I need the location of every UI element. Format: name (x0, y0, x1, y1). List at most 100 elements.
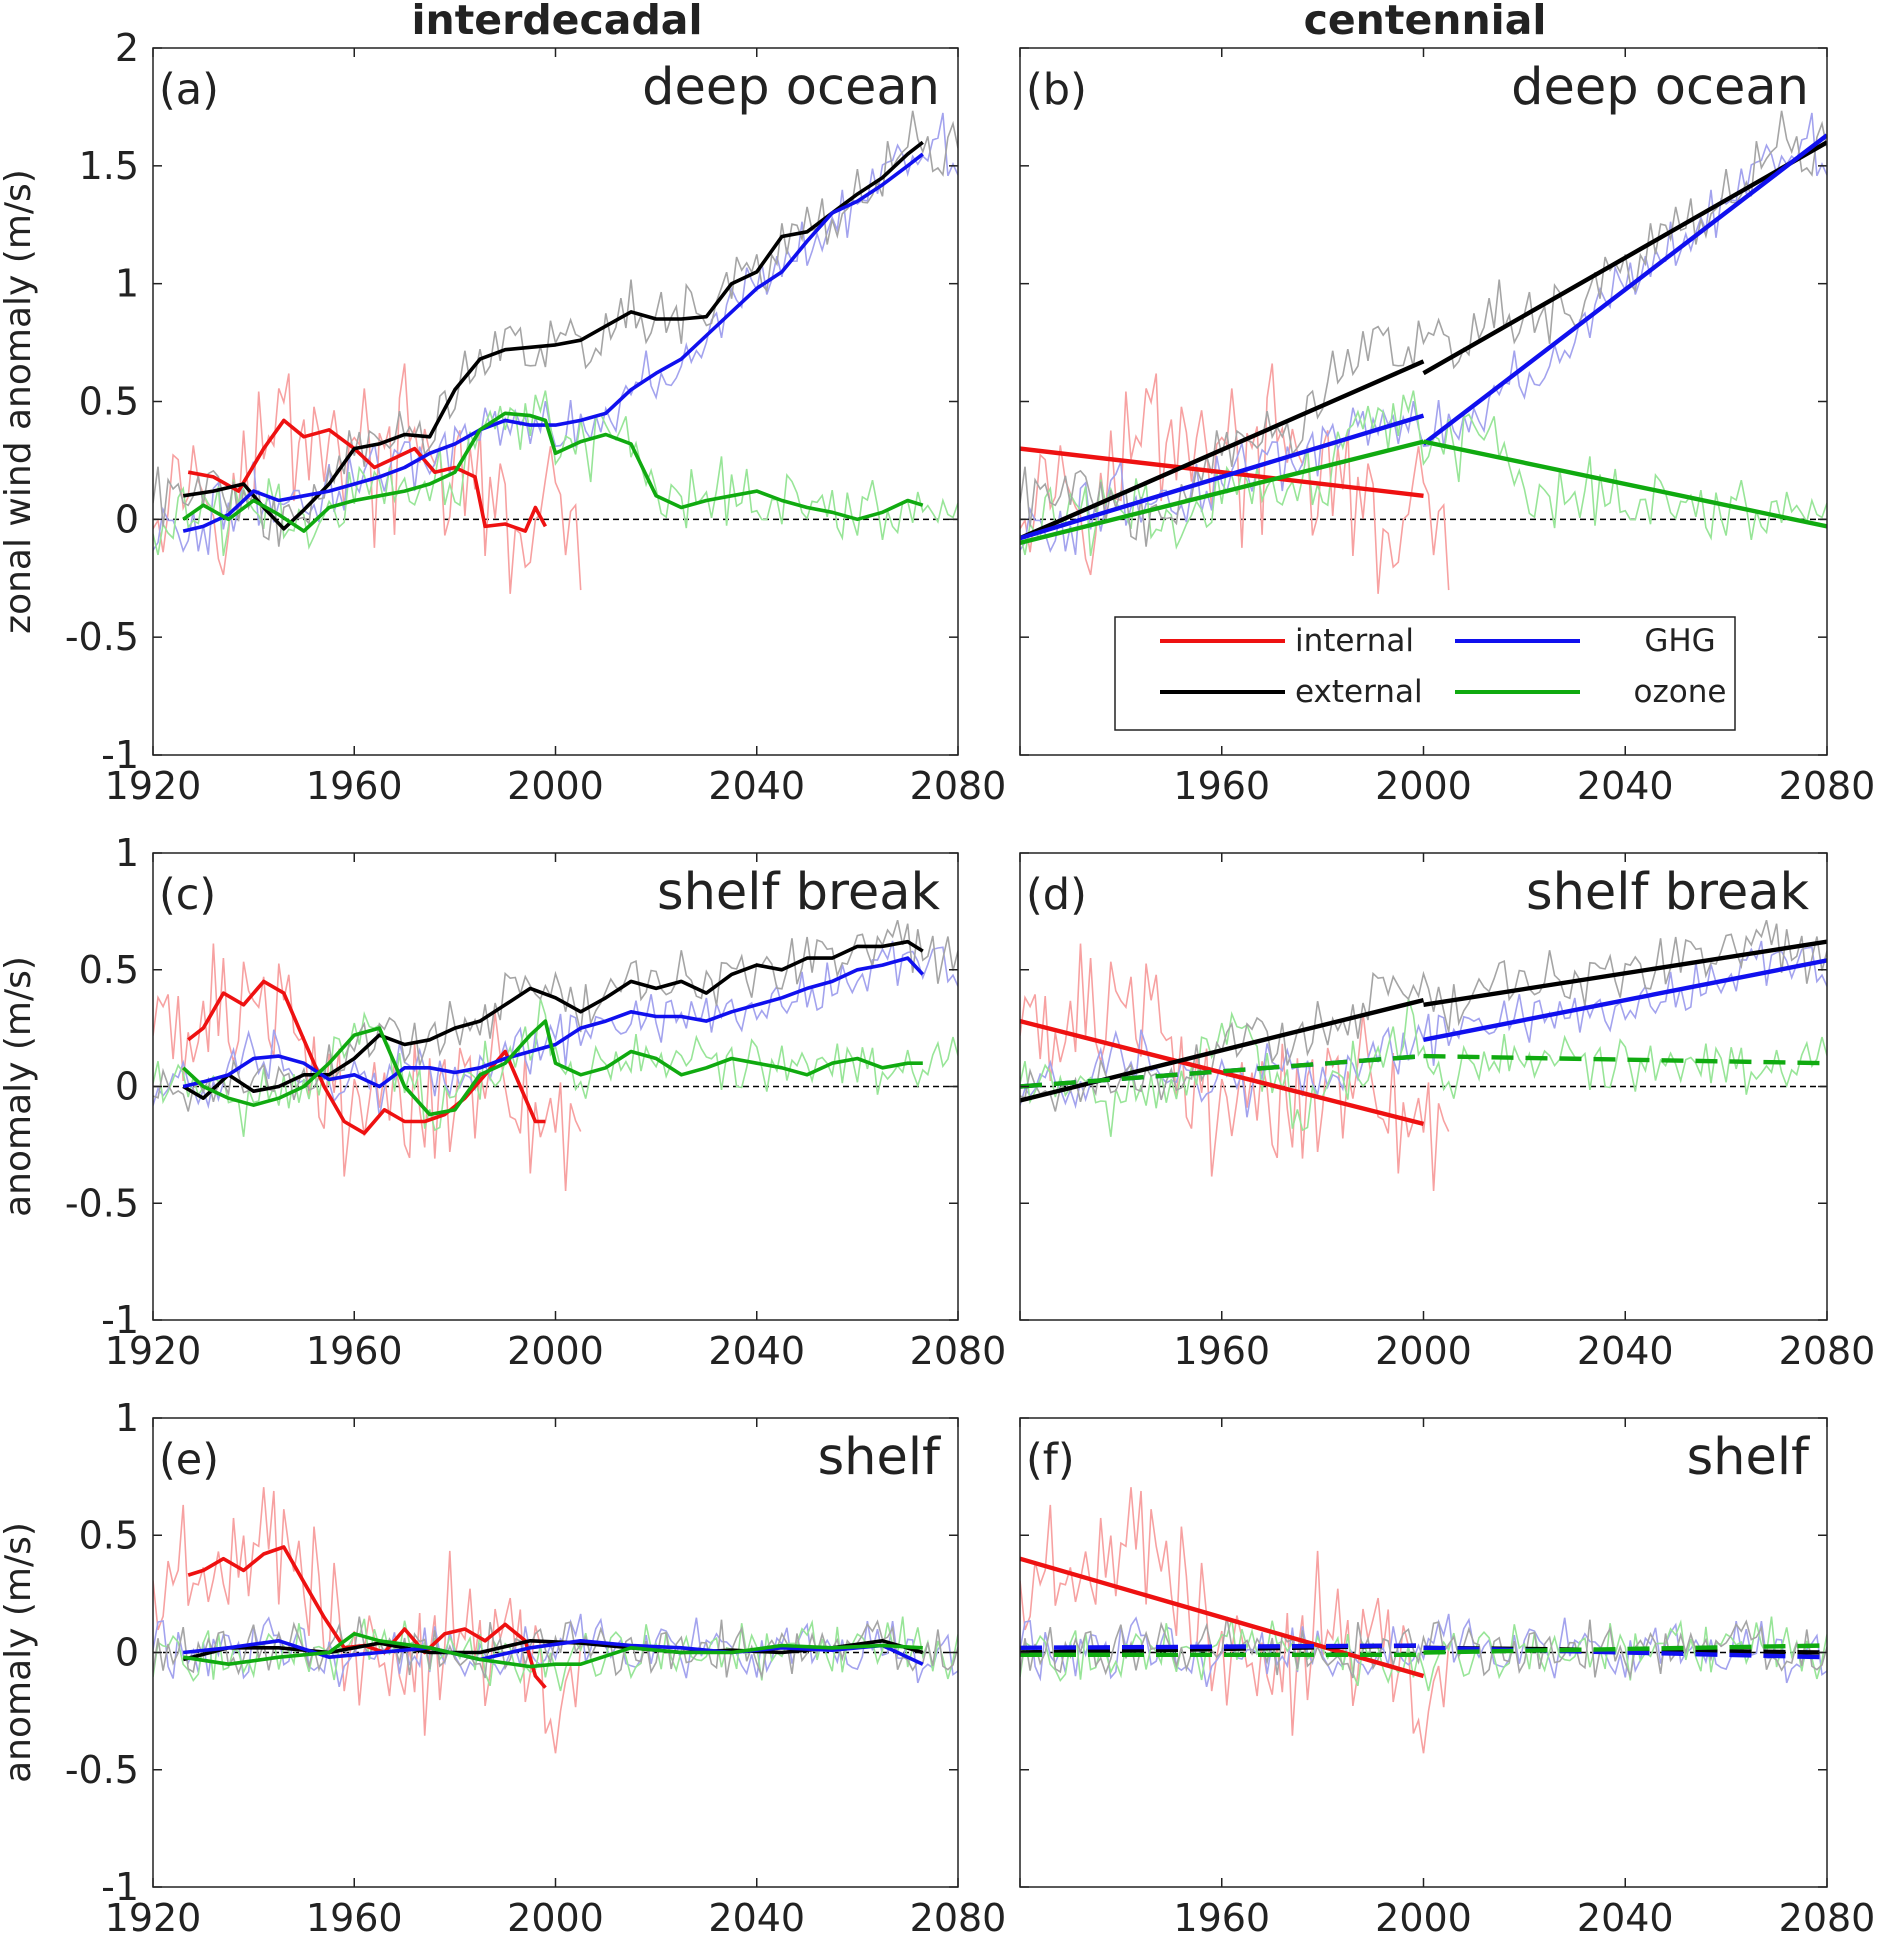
panel-letter: (f) (1026, 1435, 1075, 1485)
series-ozone-smoothed (182, 411, 924, 533)
annual-line-ozone (153, 390, 958, 557)
x-tick-label: 2040 (708, 764, 805, 808)
x-tick-label: 1960 (1173, 764, 1270, 808)
column-title-interdecadal: interdecadal (411, 0, 702, 44)
y-tick-label: 1 (115, 1396, 139, 1440)
x-tick-label: 2000 (1375, 1329, 1472, 1373)
y-tick-label: 0 (115, 497, 139, 541)
y-tick-label: 1.5 (79, 144, 139, 188)
series-internal-smoothed (187, 418, 547, 533)
x-tick-label: 2040 (1577, 1896, 1674, 1940)
panel-a: 1920 1960 2000 2040 2080 -1 -0.5 0 0.5 1 1.5 2 zonal… (0, 26, 1006, 808)
x-tick-label: 1960 (306, 1896, 403, 1940)
region-label: deep ocean (1511, 58, 1809, 117)
y-tick-label: -1 (101, 1865, 139, 1909)
annual-line-external (153, 110, 958, 547)
series-internal-smoothed (187, 1545, 547, 1689)
annual-line-internal (1020, 1487, 1450, 1754)
x-tick-label: 1960 (306, 764, 403, 808)
x-tick-label: 1960 (1173, 1329, 1270, 1373)
panel-letter: (d) (1026, 870, 1087, 920)
plot-area (1020, 919, 1827, 1191)
series-external-smoothed (182, 140, 924, 531)
series-external-trend (1020, 997, 1425, 1103)
series-ozone-trend-dashed (1423, 1053, 1827, 1066)
series-ozone-smoothed (181, 1019, 923, 1117)
annual-line-ozone (153, 1616, 958, 1692)
x-tick-label: 2000 (507, 1896, 604, 1940)
series-ozone-trend (1423, 439, 1827, 529)
x-tick-label: 1920 (105, 1896, 202, 1940)
legend-box (1114, 616, 1736, 731)
x-tick-label: 2080 (910, 764, 1007, 808)
y-tick-label: 1 (115, 262, 139, 306)
x-tick-label: 1920 (105, 764, 202, 808)
series-ghg-trend (1020, 413, 1425, 541)
x-tick-label: 1920 (105, 1329, 202, 1373)
panel-f: 1960 2000 2040 2080 (f) shelf (1019, 1417, 1876, 1940)
y-tick-label: -1 (101, 733, 139, 777)
annual-line-ghg (1020, 112, 1827, 555)
y-tick-label: 0 (115, 1065, 139, 1109)
panel-c: 1920 1960 2000 2040 2080 -1 -0.5 0 0.5 1 anomaly (… (0, 831, 1006, 1373)
column-title-centennial: centennial (1304, 0, 1547, 44)
x-tick-label: 2080 (1779, 1896, 1876, 1940)
annual-line-external (1020, 110, 1827, 547)
annual-line-internal (153, 1487, 582, 1754)
y-tick-label: 1 (115, 831, 139, 875)
region-label: shelf break (1526, 863, 1809, 922)
panel-e: 1920 1960 2000 2040 2080 -1 -0.5 0 0.5 1 anomaly (… (0, 1396, 1006, 1940)
annual-line-internal (153, 943, 582, 1191)
panels-group: 1920 1960 2000 2040 2080 -1 -0.5 0 0.5 1 1.5 2 zonal… (0, 26, 1875, 1940)
plot-area (153, 1487, 958, 1754)
x-tick-label: 2080 (1779, 1329, 1876, 1373)
y-axis-label: zonal wind anomaly (m/s) (0, 169, 39, 634)
region-label: shelf (1687, 1428, 1810, 1487)
panel-b: 1960 2000 2040 2080 (b) deep ocean internal GHG… (1019, 47, 1876, 808)
panel-letter: (b) (1026, 65, 1087, 115)
annual-line-external (153, 919, 958, 1112)
panel-letter: (e) (159, 1435, 219, 1485)
y-tick-label: 0.5 (79, 1513, 139, 1557)
y-tick-label: 0 (115, 1631, 139, 1675)
y-tick-label: -0.5 (65, 1181, 139, 1225)
series-ozone-trend (1020, 439, 1425, 546)
series-external-smoothed (182, 939, 924, 1100)
y-tick-label: 0.5 (79, 948, 139, 992)
region-label: shelf break (657, 863, 940, 922)
x-tick-label: 2000 (1375, 1896, 1472, 1940)
plot-area (153, 110, 958, 594)
x-tick-label: 2000 (507, 1329, 604, 1373)
legend-label-internal: internal (1295, 623, 1414, 659)
annual-line-ozone (153, 998, 958, 1137)
annual-line-ozone (1020, 998, 1827, 1137)
x-tick-label: 1960 (306, 1329, 403, 1373)
annual-line-ozone (1020, 1616, 1827, 1692)
y-tick-label: -0.5 (65, 1748, 139, 1792)
series-ghg-trend (1422, 133, 1827, 446)
annual-line-ozone (1020, 390, 1827, 557)
series-internal-trend (1020, 1018, 1425, 1127)
x-tick-label: 2040 (708, 1329, 805, 1373)
panel-d: 1960 2000 2040 2080 (d) shelf break (1019, 852, 1876, 1373)
series-internal-trend (1020, 1556, 1425, 1679)
x-tick-label: 2080 (910, 1329, 1007, 1373)
x-tick-label: 2040 (708, 1896, 805, 1940)
series-internal-trend (1020, 446, 1424, 498)
y-axis-label: anomaly (m/s) (0, 1522, 39, 1783)
x-tick-label: 2080 (1779, 764, 1876, 808)
annual-line-ghg (153, 940, 958, 1118)
series-ghg-trend (1423, 958, 1827, 1042)
region-label: deep ocean (642, 58, 940, 117)
series-external-trend (1020, 359, 1425, 541)
series-ghg-smoothed (183, 1639, 924, 1666)
x-tick-label: 2080 (910, 1896, 1007, 1940)
annual-line-internal (1020, 363, 1450, 594)
series-external-trend (1423, 939, 1827, 1007)
x-tick-label: 2040 (1577, 764, 1674, 808)
axes-frame (152, 47, 959, 756)
legend-label-ghg: GHG (1644, 623, 1715, 659)
series-ghg-smoothed (182, 152, 924, 533)
series-external-trend (1422, 140, 1827, 376)
